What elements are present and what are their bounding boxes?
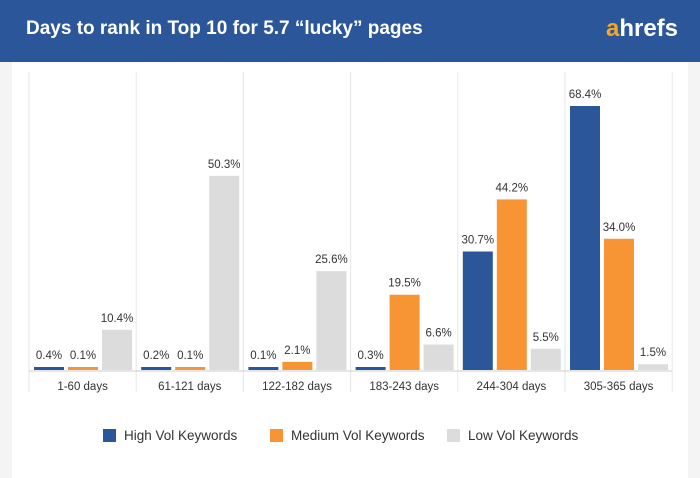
legend-item: High Vol Keywords	[103, 424, 237, 446]
legend-swatch	[447, 428, 460, 442]
bar	[423, 344, 454, 370]
legend-label: Medium Vol Keywords	[291, 427, 425, 443]
data-label: 44.2%	[495, 182, 528, 194]
bar	[68, 367, 98, 370]
legend-swatch	[103, 428, 116, 442]
data-label: 34.0%	[603, 222, 636, 234]
data-label: 6.6%	[425, 328, 451, 340]
legend-swatch	[270, 428, 283, 442]
legend-item: Low Vol Keywords	[447, 424, 578, 446]
brand-logo: ahrefs	[606, 15, 678, 43]
bar	[209, 175, 240, 370]
bar	[530, 348, 561, 370]
data-label: 1.5%	[640, 347, 666, 359]
header-bar: Days to rank in Top 10 for 5.7 “lucky” p…	[0, 0, 700, 62]
data-label: 50.3%	[208, 159, 241, 171]
x-tick-label: 122-182 days	[262, 381, 332, 393]
data-label: 2.1%	[284, 345, 310, 357]
x-tick-label: 244-304 days	[477, 381, 547, 393]
bar	[496, 199, 527, 370]
bar	[570, 106, 600, 370]
x-tick-label: 305-365 days	[584, 381, 654, 393]
bar	[102, 329, 132, 370]
bar	[316, 271, 347, 370]
x-tick-label: 183-243 days	[369, 381, 439, 393]
data-label: 19.5%	[388, 278, 421, 290]
data-label: 68.4%	[569, 89, 602, 101]
legend-item: Medium Vol Keywords	[270, 424, 425, 446]
bar	[34, 367, 64, 370]
bar	[604, 238, 634, 370]
data-label: 0.1%	[70, 350, 96, 362]
data-label: 10.4%	[101, 313, 134, 325]
data-label: 0.2%	[143, 350, 169, 362]
data-label: 0.3%	[357, 350, 383, 362]
legend-label: High Vol Keywords	[124, 427, 238, 443]
bar-chart: 0.4% 0.1% 10.4% 1-60 days 0.2% 0.1% 50.3% 61-12…	[28, 72, 673, 393]
bar	[282, 361, 313, 370]
brand-logo-first: a	[605, 15, 620, 42]
bar	[462, 251, 493, 370]
legend-label: Low Vol Keywords	[468, 427, 579, 443]
bar	[638, 364, 668, 370]
bar	[141, 367, 172, 370]
bar	[175, 367, 206, 370]
bar	[248, 367, 279, 370]
bar	[355, 367, 386, 370]
chart-title: Days to rank in Top 10 for 5.7 “lucky” p…	[26, 18, 423, 39]
data-label: 0.1%	[177, 350, 203, 362]
bar	[389, 294, 420, 370]
x-tick-label: 61-121 days	[158, 381, 222, 393]
x-tick-label: 1-60 days	[57, 381, 108, 393]
data-label: 0.4%	[36, 350, 62, 362]
data-label: 30.7%	[461, 235, 494, 247]
data-label: 25.6%	[315, 254, 348, 266]
legend: High Vol Keywords Medium Vol Keywords Low …	[0, 424, 700, 446]
brand-logo-rest: hrefs	[619, 15, 678, 42]
data-label: 0.1%	[250, 350, 276, 362]
data-label: 5.5%	[533, 332, 559, 344]
